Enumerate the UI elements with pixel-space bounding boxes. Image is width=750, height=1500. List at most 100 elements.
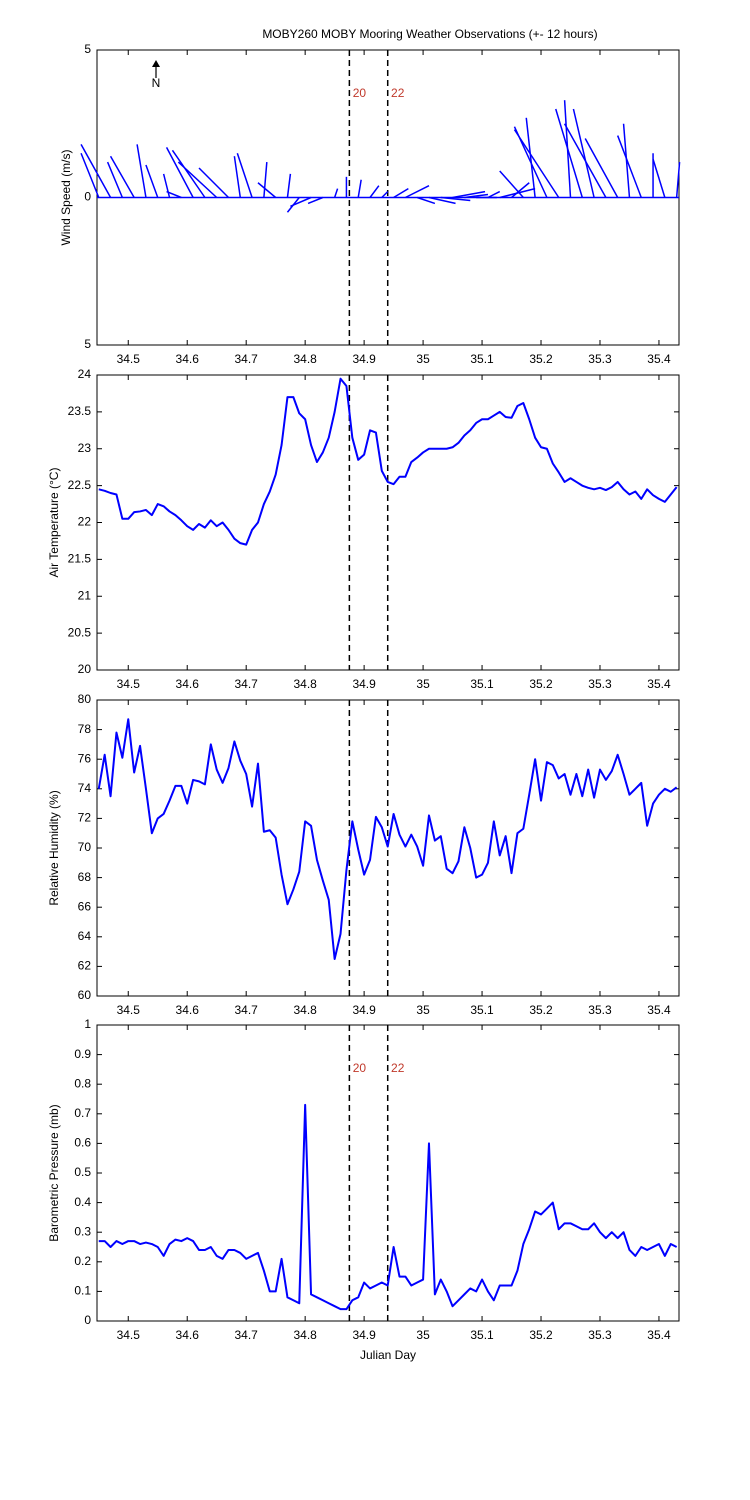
wind-stick (369, 185, 380, 198)
wind-stick (307, 196, 324, 205)
y-tick-label: 62 (78, 959, 92, 973)
x-tick-label: 35.2 (529, 677, 553, 691)
wind-stick (675, 162, 681, 198)
x-tick-label: 34.5 (117, 1328, 141, 1342)
wind-stick (109, 155, 135, 198)
y-tick-label: 0.7 (74, 1106, 91, 1120)
y-tick-label: 60 (78, 988, 92, 1002)
wind-stick (381, 191, 389, 199)
north-arrow-head (152, 60, 160, 67)
wind-stick (393, 188, 409, 199)
y-tick-label: 64 (78, 929, 92, 943)
x-tick-label: 35.3 (588, 352, 612, 366)
x-tick-label: 35.3 (588, 1003, 612, 1017)
x-tick-label: 35.3 (588, 1328, 612, 1342)
x-tick-label: 35.1 (470, 677, 494, 691)
wind-stick (428, 196, 456, 205)
reference-label: 20 (353, 1061, 367, 1075)
x-tick-label: 35.2 (529, 1328, 553, 1342)
y-tick-label: 21.5 (68, 552, 92, 566)
x-tick-label: 34.9 (352, 677, 376, 691)
wind-stick (405, 185, 430, 199)
x-tick-label: 34.5 (117, 1003, 141, 1017)
wind-stick (166, 190, 182, 199)
y-tick-label: 0.9 (74, 1047, 91, 1061)
wind-stick (555, 108, 584, 198)
x-tick-label: 34.6 (176, 677, 200, 691)
y-axis-label: Relative Humidity (%) (47, 790, 61, 905)
y-tick-label: 0.1 (74, 1284, 91, 1298)
y-axis-label: Barometric Pressure (mb) (47, 1104, 61, 1241)
y-tick-label: 80 (78, 692, 92, 706)
x-tick-label: 35.1 (470, 1003, 494, 1017)
x-tick-label: 35.4 (647, 352, 671, 366)
y-tick-label: 76 (78, 751, 92, 765)
wind-stick (357, 179, 362, 198)
x-tick-label: 34.5 (117, 677, 141, 691)
x-tick-label: 34.9 (352, 352, 376, 366)
y-tick-label: 20 (78, 662, 92, 676)
wind-stick (290, 196, 312, 208)
wind-stick (499, 170, 524, 198)
wind-stick (80, 152, 100, 198)
wind-stick (236, 153, 253, 198)
x-tick-label: 34.7 (235, 677, 259, 691)
y-tick-label: 0 (84, 190, 91, 204)
reference-label: 22 (391, 1061, 405, 1075)
x-tick-label: 35 (416, 1003, 430, 1017)
x-tick-label: 35.3 (588, 677, 612, 691)
y-tick-label: 0.5 (74, 1165, 91, 1179)
x-tick-label: 34.9 (352, 1003, 376, 1017)
x-tick-label: 35.1 (470, 352, 494, 366)
wind-stick (165, 146, 194, 198)
x-tick-label: 34.6 (176, 1328, 200, 1342)
reference-label: 20 (353, 86, 367, 100)
x-axis-label: Julian Day (360, 1348, 416, 1362)
wind-stick (563, 123, 607, 198)
wind-stick (511, 182, 530, 199)
y-tick-label: 68 (78, 870, 92, 884)
x-tick-label: 34.8 (293, 1003, 317, 1017)
wind-stick (106, 161, 124, 198)
y-tick-label: 23 (78, 441, 92, 455)
wind-stick (452, 190, 486, 199)
y-tick-label: 5 (84, 337, 91, 351)
x-tick-label: 34.5 (117, 352, 141, 366)
y-tick-label: 21 (78, 588, 92, 602)
north-arrow (152, 60, 160, 78)
wind-stick (162, 173, 171, 198)
data-line (97, 718, 678, 960)
x-tick-label: 35.4 (647, 677, 671, 691)
x-tick-label: 34.7 (235, 1003, 259, 1017)
wind-stick (416, 196, 436, 205)
wind-stick (440, 196, 471, 202)
y-tick-label: 0 (84, 1313, 91, 1327)
x-tick-label: 35.4 (647, 1328, 671, 1342)
wind-stick (177, 161, 218, 199)
x-tick-label: 34.8 (293, 352, 317, 366)
y-tick-label: 72 (78, 811, 92, 825)
wind-stick (257, 182, 277, 199)
y-tick-label: 1 (84, 1017, 91, 1031)
wind-stick (513, 129, 560, 198)
x-tick-label: 34.7 (235, 1328, 259, 1342)
y-tick-label: 22.5 (68, 478, 92, 492)
chart-title: MOBY260 MOBY Mooring Weather Observation… (262, 27, 597, 41)
y-tick-label: 24 (78, 367, 92, 381)
y-tick-label: 0.6 (74, 1136, 91, 1150)
north-label: N (152, 76, 161, 90)
wind-stick (198, 167, 230, 199)
wind-stick (136, 144, 147, 198)
reference-label: 22 (391, 86, 405, 100)
x-tick-label: 34.6 (176, 352, 200, 366)
wind-stick (464, 193, 489, 199)
y-tick-label: 78 (78, 722, 92, 736)
y-tick-label: 0.2 (74, 1254, 91, 1268)
y-axis-label: Air Temperature (°C) (47, 468, 61, 578)
wind-stick (171, 149, 206, 198)
wind-stick (286, 173, 292, 198)
y-tick-label: 0.3 (74, 1224, 91, 1238)
y-tick-label: 74 (78, 781, 92, 795)
